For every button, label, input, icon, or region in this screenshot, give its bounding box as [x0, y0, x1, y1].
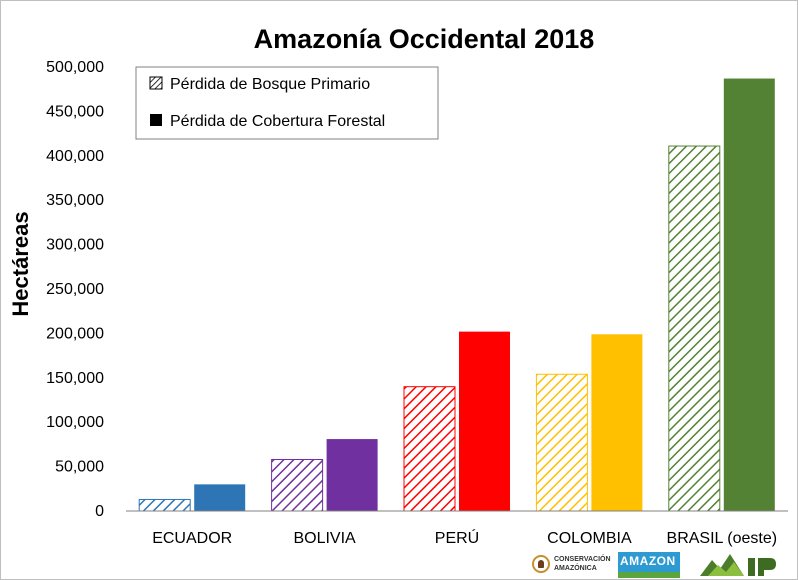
bar-forest-cover-loss	[194, 484, 246, 511]
legend: Pérdida de Bosque Primario Pérdida de Co…	[135, 66, 439, 140]
bar-forest-cover-loss	[723, 78, 775, 511]
y-tick-label: 100,000	[46, 414, 104, 431]
y-tick-label: 0	[95, 503, 104, 520]
x-category-label: ECUADOR	[152, 530, 232, 547]
y-axis-label: Hectáreas	[8, 211, 33, 316]
x-category-label: PERÚ	[435, 528, 479, 547]
logos: CONSERVACIÓN AMAZÓNICA AMAZON	[530, 552, 780, 578]
y-tick-label: 250,000	[46, 281, 104, 298]
bar-primary-forest-loss	[403, 386, 456, 512]
conservacion-logo-text: CONSERVACIÓN AMAZÓNICA	[554, 556, 611, 572]
amazon-logo-bar	[618, 572, 680, 578]
bar-forest-cover-loss	[326, 439, 378, 511]
y-tick-label: 200,000	[46, 325, 104, 342]
amazon-conservation-logo: AMAZON	[618, 552, 680, 578]
y-axis-ticks: 0 50,000 100,000 150,000 200,000 250,000 300,0…	[46, 59, 104, 520]
bar-primary-forest-loss	[271, 458, 324, 512]
legend-label-primary: Pérdida de Bosque Primario	[170, 76, 370, 93]
y-tick-label: 400,000	[46, 148, 104, 165]
bar-primary-forest-loss	[668, 145, 721, 512]
x-category-label: COLOMBIA	[547, 530, 632, 547]
x-category-label: BRASIL (oeste)	[667, 530, 778, 547]
y-tick-label: 300,000	[46, 237, 104, 254]
seal-icon	[532, 555, 550, 573]
legend-box	[135, 66, 439, 140]
x-axis-categories: ECUADOR BOLIVIA PERÚ COLOMBIA BRASIL (oeste)	[152, 528, 777, 547]
amazon-logo-text: AMAZON	[620, 554, 676, 568]
y-tick-label: 150,000	[46, 370, 104, 387]
bar-forest-cover-loss	[459, 331, 510, 511]
legend-swatch-solid	[150, 114, 162, 126]
chart-title: Amazonía Occidental 2018	[254, 24, 595, 54]
bars	[138, 78, 775, 512]
bar-forest-cover-loss	[591, 334, 643, 511]
legend-swatch-hatched	[149, 76, 163, 90]
maap-logo-icon	[700, 554, 776, 576]
y-tick-label: 50,000	[55, 459, 104, 476]
y-tick-label: 450,000	[46, 103, 104, 120]
y-tick-label: 350,000	[46, 192, 104, 209]
x-category-label: BOLIVIA	[293, 530, 356, 547]
legend-label-cover: Pérdida de Cobertura Forestal	[170, 113, 385, 130]
conservacion-amazonica-logo: CONSERVACIÓN AMAZÓNICA	[530, 554, 612, 576]
bar-primary-forest-loss	[535, 373, 588, 512]
y-tick-label: 500,000	[46, 59, 104, 76]
bar-primary-forest-loss	[138, 498, 191, 512]
